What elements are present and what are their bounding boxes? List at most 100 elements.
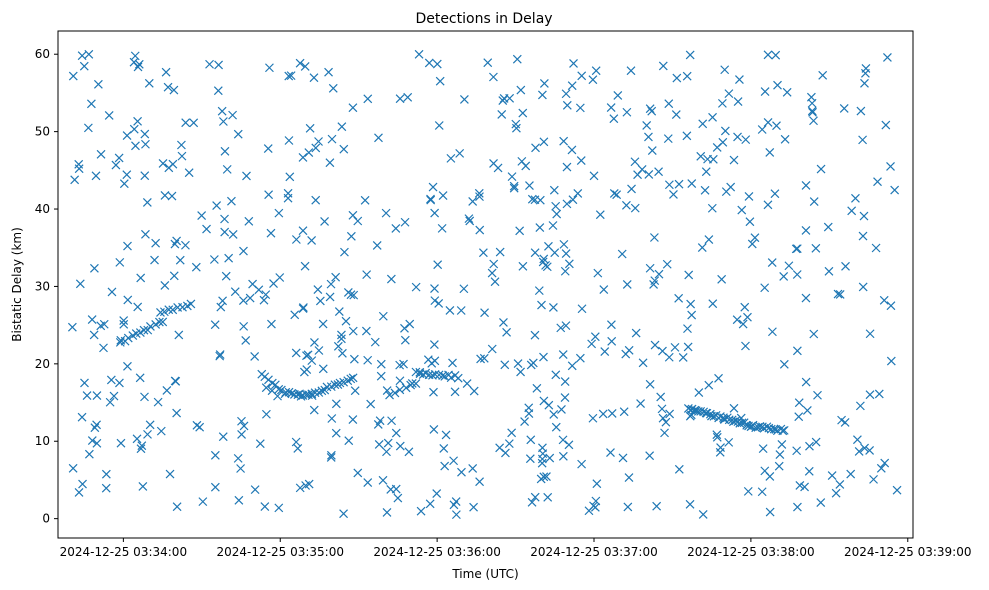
detection-marker: [129, 124, 139, 134]
detection-marker: [802, 406, 812, 415]
detection-marker: [871, 243, 881, 253]
detection-marker: [373, 419, 383, 429]
detection-marker: [490, 277, 500, 287]
detection-marker: [135, 373, 145, 383]
detection-marker: [107, 287, 117, 297]
detection-marker: [530, 492, 540, 502]
detection-marker: [430, 284, 439, 294]
detection-marker: [104, 111, 114, 120]
detection-marker: [92, 420, 102, 430]
detection-marker: [886, 161, 895, 171]
detection-marker: [487, 344, 497, 354]
detection-marker: [852, 435, 862, 445]
detection-marker: [132, 434, 142, 444]
detection-marker: [376, 371, 386, 381]
y-tick-label: 10: [35, 434, 50, 448]
detection-marker: [704, 380, 714, 390]
detection-marker: [222, 164, 232, 174]
detection-marker: [847, 206, 857, 216]
detection-marker: [344, 436, 354, 446]
detection-marker: [434, 121, 444, 130]
detection-marker: [800, 482, 810, 492]
detection-marker: [340, 247, 349, 257]
detection-marker: [801, 293, 811, 303]
detection-marker: [138, 481, 148, 491]
detection-marker: [261, 409, 271, 419]
detection-marker: [141, 229, 150, 239]
detection-marker: [562, 162, 572, 172]
detection-marker: [326, 279, 336, 289]
detection-marker: [779, 272, 789, 281]
detection-marker: [285, 172, 295, 182]
detection-marker: [733, 97, 743, 107]
detection-marker: [806, 92, 816, 102]
detection-marker: [165, 469, 175, 479]
detection-marker: [89, 263, 99, 273]
detection-marker: [87, 436, 97, 445]
detection-marker: [794, 398, 804, 408]
detection-marker: [516, 367, 526, 377]
detection-marker: [220, 214, 229, 224]
detection-marker: [250, 485, 260, 495]
detection-marker: [105, 397, 115, 407]
detection-marker: [511, 123, 521, 133]
detection-marker: [416, 506, 426, 516]
detection-marker: [631, 328, 641, 338]
x-axis-label: Time (UTC): [451, 567, 518, 581]
detection-marker: [858, 231, 868, 241]
detection-marker: [606, 448, 615, 458]
detection-marker: [816, 164, 826, 174]
detection-marker: [551, 370, 561, 380]
detection-marker: [172, 408, 182, 418]
detection-marker: [234, 495, 244, 505]
detection-marker: [664, 180, 674, 190]
detection-marker: [479, 353, 489, 363]
detection-marker: [517, 156, 527, 166]
detection-marker: [811, 437, 821, 447]
detection-marker: [184, 168, 194, 178]
detection-marker: [741, 341, 750, 351]
detection-marker: [122, 170, 132, 180]
detection-marker: [765, 507, 775, 517]
detection-marker: [654, 269, 664, 279]
detection-marker: [191, 262, 201, 272]
detection-marker: [315, 296, 325, 306]
detection-marker: [712, 430, 722, 440]
detection-marker: [859, 211, 869, 221]
detection-marker: [551, 201, 561, 211]
detection-marker: [865, 445, 875, 455]
detection-marker: [291, 437, 301, 447]
detection-marker: [548, 221, 558, 230]
detection-marker: [685, 499, 695, 509]
detection-marker: [283, 193, 293, 203]
detection-marker: [846, 469, 856, 479]
detection-marker: [577, 459, 587, 469]
x-tick-label: 2024-12-25 03:34:00: [60, 545, 187, 559]
detection-marker: [177, 151, 187, 161]
detection-marker: [374, 133, 383, 143]
detection-marker: [320, 217, 329, 226]
detection-marker: [401, 383, 411, 393]
detection-marker: [263, 144, 273, 154]
detection-marker: [530, 330, 540, 340]
detection-marker: [549, 185, 559, 195]
detection-marker: [350, 386, 360, 396]
detection-marker: [652, 501, 662, 511]
detection-marker: [638, 358, 648, 368]
detection-marker: [318, 319, 328, 329]
y-tick-label: 0: [42, 512, 50, 526]
detection-marker: [702, 408, 712, 418]
detection-marker: [400, 335, 410, 345]
detection-marker: [595, 210, 605, 220]
detection-marker: [714, 373, 723, 383]
detection-marker: [158, 317, 168, 327]
detection-marker: [674, 293, 684, 303]
detection-marker: [307, 356, 317, 366]
detection-marker: [715, 412, 725, 421]
detection-marker: [636, 399, 646, 408]
detection-marker: [465, 216, 475, 226]
detection-marker: [696, 151, 706, 161]
detection-marker: [539, 78, 549, 88]
detection-marker: [644, 132, 653, 142]
detection-marker: [562, 100, 572, 110]
